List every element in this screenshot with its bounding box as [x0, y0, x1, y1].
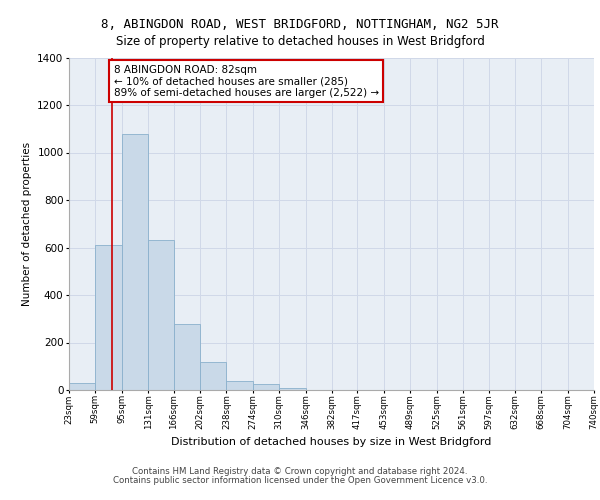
- Bar: [148, 240, 174, 390]
- X-axis label: Distribution of detached houses by size in West Bridgford: Distribution of detached houses by size …: [172, 438, 491, 448]
- Text: Contains public sector information licensed under the Open Government Licence v3: Contains public sector information licen…: [113, 476, 487, 485]
- Bar: [226, 380, 253, 390]
- Bar: [174, 324, 200, 390]
- Bar: [122, 134, 148, 390]
- Bar: [253, 384, 279, 390]
- Text: 8 ABINGDON ROAD: 82sqm
← 10% of detached houses are smaller (285)
89% of semi-de: 8 ABINGDON ROAD: 82sqm ← 10% of detached…: [113, 64, 379, 98]
- Bar: [279, 388, 305, 390]
- Text: Size of property relative to detached houses in West Bridgford: Size of property relative to detached ho…: [116, 35, 484, 48]
- Bar: [69, 383, 95, 390]
- Text: 8, ABINGDON ROAD, WEST BRIDGFORD, NOTTINGHAM, NG2 5JR: 8, ABINGDON ROAD, WEST BRIDGFORD, NOTTIN…: [101, 18, 499, 30]
- Bar: [200, 362, 226, 390]
- Bar: [95, 245, 122, 390]
- Text: Contains HM Land Registry data © Crown copyright and database right 2024.: Contains HM Land Registry data © Crown c…: [132, 467, 468, 476]
- Y-axis label: Number of detached properties: Number of detached properties: [22, 142, 32, 306]
